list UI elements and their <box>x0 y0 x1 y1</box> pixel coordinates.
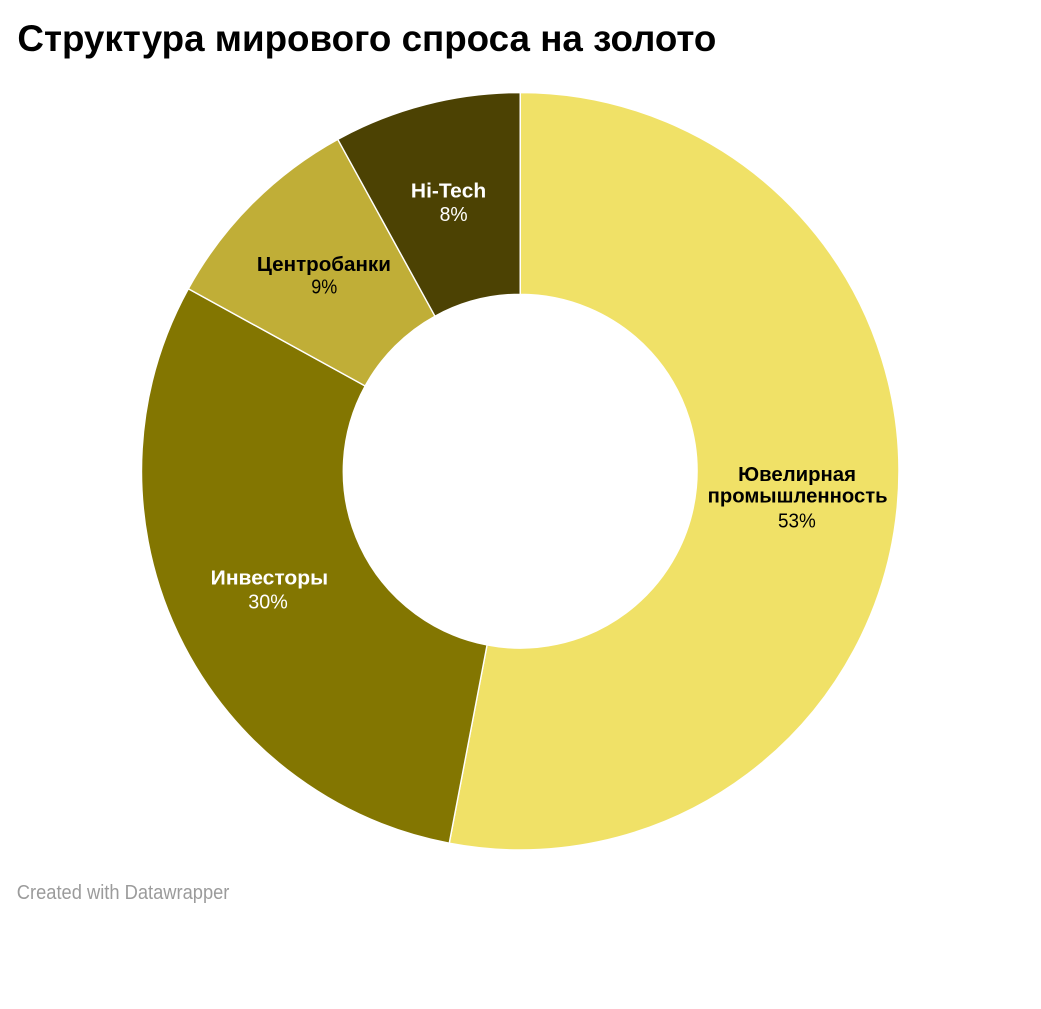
svg-text:Ювелирная: Ювелирная <box>738 464 856 486</box>
svg-text:Центробанки: Центробанки <box>257 254 391 276</box>
svg-text:Created with Datawrapper: Created with Datawrapper <box>17 882 230 904</box>
svg-text:30%: 30% <box>248 592 288 614</box>
svg-text:53%: 53% <box>778 511 816 533</box>
svg-text:9%: 9% <box>311 277 337 299</box>
svg-text:Hi-Tech: Hi-Tech <box>411 180 486 202</box>
svg-text:Инвесторы: Инвесторы <box>211 568 328 590</box>
svg-text:промышленность: промышленность <box>708 486 888 508</box>
svg-text:8%: 8% <box>440 204 468 226</box>
svg-text:Структура мирового спроса на з: Структура мирового спроса на золото <box>17 18 716 59</box>
